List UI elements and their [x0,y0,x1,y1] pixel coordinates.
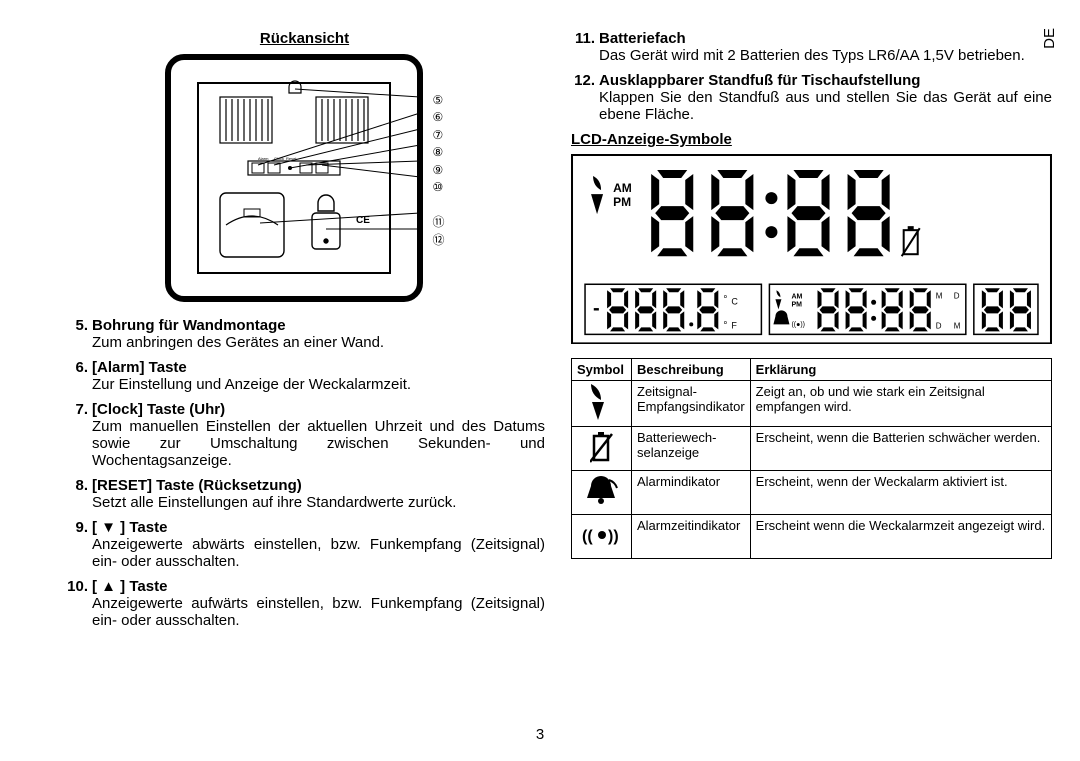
rear-view-title: Rückansicht [64,30,545,47]
callout-5: ⑤ [432,93,444,107]
svg-text:°: ° [723,320,727,331]
item-8-num: 8. [64,477,92,494]
item-10: 10.[ ▲ ] Taste Anzeigewerte aufwärts ein… [64,578,545,629]
callout-10: ⑩ [432,180,444,194]
callout-12: ⑫ [432,233,444,247]
item-12-body: Klappen Sie den Standfuß aus und stellen… [571,89,1052,123]
item-11-body: Das Gerät wird mit 2 Batterien des Typs … [571,47,1052,64]
svg-text:D: D [936,321,942,330]
item-5-body: Zum anbringen des Gerätes an einer Wand. [64,334,545,351]
item-6-num: 6. [64,359,92,376]
row4-desc: Alarmzeitindikator [632,515,751,559]
item-9-title: [ ▼ ] Taste [92,519,167,536]
callout-11: ⑪ [432,215,444,229]
signal-icon [572,381,632,427]
svg-text:M: M [936,291,943,300]
row4-expl: Erscheint wenn die Weckalarmzeit angezei… [750,515,1051,559]
lang-tag: DE [1041,28,1058,49]
item-11-title: Batteriefach [599,30,686,47]
svg-text:Alarm: Alarm [258,156,269,161]
item-5: 5.Bohrung für Wandmontage Zum anbringen … [64,317,545,351]
svg-text:F: F [731,320,737,330]
item-9: 9.[ ▼ ] Taste Anzeigewerte abwärts einst… [64,519,545,570]
svg-text:C: C [731,296,738,306]
svg-text:°: ° [723,294,727,305]
page-number: 3 [0,726,1080,743]
svg-text:-: - [593,297,600,319]
th-desc: Beschreibung [632,359,751,381]
th-symbol: Symbol [572,359,632,381]
lcd-symbols-title: LCD-Anzeige-Symbole [571,131,1052,148]
svg-text:AM: AM [613,181,632,195]
item-8-title: [RESET] Taste (Rücksetzung) [92,477,302,494]
device-back-svg: Alarm Clock Reset CE [164,53,424,303]
svg-text:((●)): ((●)) [791,321,805,328]
item-6-title: [Alarm] Taste [92,359,187,376]
item-7-title: [Clock] Taste (Uhr) [92,401,225,418]
rear-view-diagram: Alarm Clock Reset CE [64,53,545,303]
row1-desc: Zeitsignal-Empfangsindikator [632,381,751,427]
item-9-body: Anzeigewerte abwärts einstellen, bzw. Fu… [64,536,545,570]
row2-desc: Batteriewech-selanzeige [632,427,751,471]
row1-expl: Zeigt an, ob und wie stark ein Zeitsigna… [750,381,1051,427]
svg-text:D: D [954,291,960,300]
item-8: 8.[RESET] Taste (Rücksetzung) Setzt alle… [64,477,545,511]
item-6-body: Zur Einstellung und Anzeige der Weckalar… [64,376,545,393]
callout-6: ⑥ [432,110,444,124]
item-9-num: 9. [64,519,92,536]
svg-text:AM: AM [791,293,802,300]
svg-text:M: M [954,321,961,330]
alarm-icon [572,471,632,515]
table-row: Zeitsignal-Empfangsindikator Zeigt an, o… [572,381,1052,427]
svg-text:PM: PM [791,301,802,308]
item-11-num: 11. [571,30,599,47]
th-expl: Erklärung [750,359,1051,381]
callout-7: ⑦ [432,128,444,142]
callout-8: ⑧ [432,145,444,159]
item-10-title: [ ▲ ] Taste [92,578,167,595]
row2-expl: Erscheint, wenn die Batterien schwächer … [750,427,1051,471]
row3-desc: Alarmindikator [632,471,751,515]
item-12-title: Ausklappbarer Standfuß für Tischaufstell… [599,72,920,89]
right-column: 11.Batteriefach Das Gerät wird mit 2 Bat… [571,30,1052,637]
item-5-num: 5. [64,317,92,334]
item-7-num: 7. [64,401,92,418]
item-7-body: Zum manuellen Einstellen der aktuellen U… [64,418,545,469]
wave-icon: (()) [572,515,632,559]
table-row: Batteriewech-selanzeige Erscheint, wenn … [572,427,1052,471]
battery-icon [572,427,632,471]
callout-numbers: ⑤ ⑥ ⑦ ⑧ ⑨ ⑩ ⑪ ⑫ [432,53,444,250]
svg-text:PM: PM [613,195,631,209]
item-11: 11.Batteriefach Das Gerät wird mit 2 Bat… [571,30,1052,64]
lcd-display-svg: AM PM - [571,154,1052,344]
item-10-body: Anzeigewerte aufwärts einstellen, bzw. F… [64,595,545,629]
callout-9: ⑨ [432,163,444,177]
item-12: 12.Ausklappbarer Standfuß für Tischaufst… [571,72,1052,123]
table-row: (()) Alarmzeitindikator Erscheint wenn d… [572,515,1052,559]
item-6: 6.[Alarm] Taste Zur Einstellung und Anze… [64,359,545,393]
item-12-num: 12. [571,72,599,89]
left-column: Rückansicht [64,30,545,637]
svg-text:)): )) [608,528,619,545]
table-header-row: Symbol Beschreibung Erklärung [572,359,1052,381]
symbol-table: Symbol Beschreibung Erklärung Zeitsignal… [571,358,1052,559]
table-row: Alarmindikator Erscheint, wenn der Wecka… [572,471,1052,515]
item-10-num: 10. [64,578,92,595]
item-7: 7.[Clock] Taste (Uhr) Zum manuellen Eins… [64,401,545,469]
svg-text:((: (( [582,528,593,545]
item-5-title: Bohrung für Wandmontage [92,317,286,334]
item-8-body: Setzt alle Einstellungen auf ihre Standa… [64,494,545,511]
row3-expl: Erscheint, wenn der Weckalarm aktiviert … [750,471,1051,515]
